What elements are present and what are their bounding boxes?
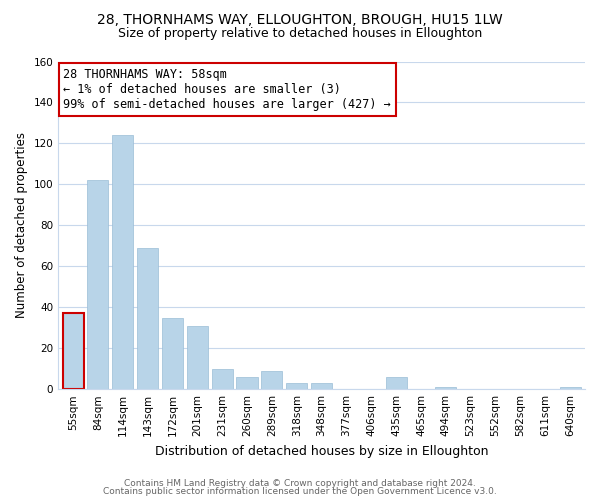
Text: 28, THORNHAMS WAY, ELLOUGHTON, BROUGH, HU15 1LW: 28, THORNHAMS WAY, ELLOUGHTON, BROUGH, H… [97,12,503,26]
Bar [88,180,109,389]
Y-axis label: Number of detached properties: Number of detached properties [15,132,28,318]
Bar [162,318,183,389]
Bar [62,314,83,389]
Text: Size of property relative to detached houses in Elloughton: Size of property relative to detached ho… [118,28,482,40]
Bar [435,387,457,389]
Bar [112,135,133,389]
Bar [286,383,307,389]
Bar [137,248,158,389]
Bar [262,370,283,389]
Text: Contains HM Land Registry data © Crown copyright and database right 2024.: Contains HM Land Registry data © Crown c… [124,478,476,488]
Bar [311,383,332,389]
Bar [187,326,208,389]
Bar [386,377,407,389]
Bar [560,387,581,389]
Bar [212,368,233,389]
X-axis label: Distribution of detached houses by size in Elloughton: Distribution of detached houses by size … [155,444,488,458]
Bar [236,377,257,389]
Text: Contains public sector information licensed under the Open Government Licence v3: Contains public sector information licen… [103,487,497,496]
Text: 28 THORNHAMS WAY: 58sqm
← 1% of detached houses are smaller (3)
99% of semi-deta: 28 THORNHAMS WAY: 58sqm ← 1% of detached… [64,68,391,111]
